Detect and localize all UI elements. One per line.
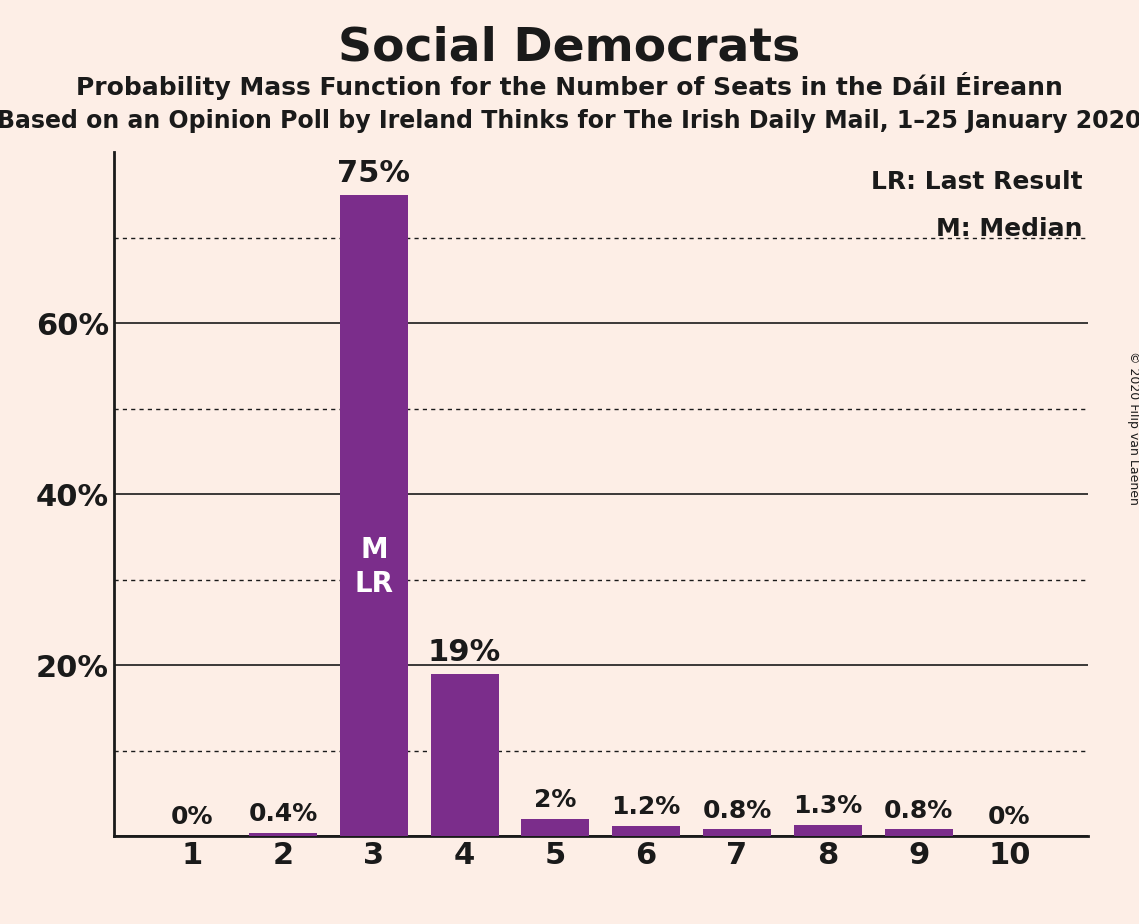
Bar: [249, 833, 317, 836]
Bar: [431, 674, 499, 836]
Text: LR: Last Result: LR: Last Result: [871, 170, 1083, 193]
Text: 0.8%: 0.8%: [703, 798, 771, 822]
Bar: [703, 830, 771, 836]
Text: 1.3%: 1.3%: [793, 795, 862, 819]
Text: 75%: 75%: [337, 159, 410, 188]
Text: 0.8%: 0.8%: [884, 798, 953, 822]
Bar: [885, 830, 952, 836]
Bar: [339, 195, 408, 836]
Text: Probability Mass Function for the Number of Seats in the Dáil Éireann: Probability Mass Function for the Number…: [76, 72, 1063, 100]
Text: Social Democrats: Social Democrats: [338, 26, 801, 71]
Text: 0%: 0%: [171, 806, 213, 830]
Bar: [612, 826, 680, 836]
Text: 19%: 19%: [428, 638, 501, 667]
Text: M: Median: M: Median: [936, 217, 1083, 241]
Bar: [522, 820, 590, 836]
Text: M
LR: M LR: [354, 536, 393, 598]
Text: 0%: 0%: [989, 806, 1031, 830]
Bar: [794, 825, 862, 836]
Text: © 2020 Filip van Laenen: © 2020 Filip van Laenen: [1126, 351, 1139, 505]
Text: Based on an Opinion Poll by Ireland Thinks for The Irish Daily Mail, 1–25 Januar: Based on an Opinion Poll by Ireland Thin…: [0, 109, 1139, 133]
Text: 0.4%: 0.4%: [248, 802, 318, 826]
Text: 1.2%: 1.2%: [612, 796, 681, 820]
Text: 2%: 2%: [534, 788, 576, 812]
